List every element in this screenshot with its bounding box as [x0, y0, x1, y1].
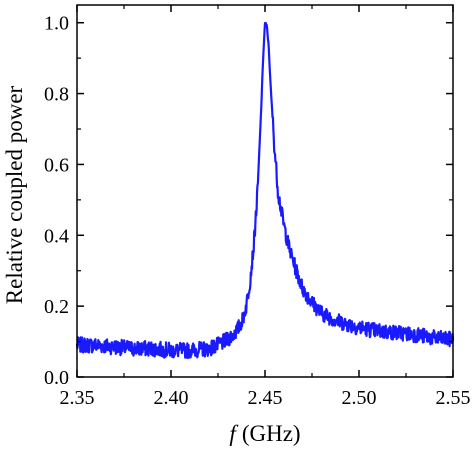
chart-marks: 2.35 2.40 2.45 2.50 2.55 0.0 0.2 0.4 0.6 0.8 1.0	[44, 4, 471, 409]
plot-frame	[76, 4, 454, 378]
y-tick-label: 0.8	[44, 84, 69, 106]
x-tick-label: 2.35	[60, 387, 95, 409]
x-tick-label: 2.55	[436, 387, 471, 409]
x-tick-label: 2.45	[248, 387, 283, 409]
y-tick-label: 0.2	[44, 296, 69, 318]
x-axis-unit: (GHz)	[242, 421, 301, 446]
y-axis-title: Relative coupled power	[2, 85, 27, 304]
x-tick-label: 2.40	[154, 387, 189, 409]
y-tick-label: 1.0	[44, 13, 69, 35]
x-axis-title: f (GHz)	[229, 421, 300, 446]
y-tick-label: 0.4	[44, 225, 69, 247]
data-series-line	[75, 21, 455, 360]
x-axis-variable: f	[229, 421, 239, 446]
y-tick-label: 0.6	[44, 154, 69, 176]
y-tick-label: 0.0	[44, 367, 69, 389]
x-tick-label: 2.50	[342, 387, 377, 409]
